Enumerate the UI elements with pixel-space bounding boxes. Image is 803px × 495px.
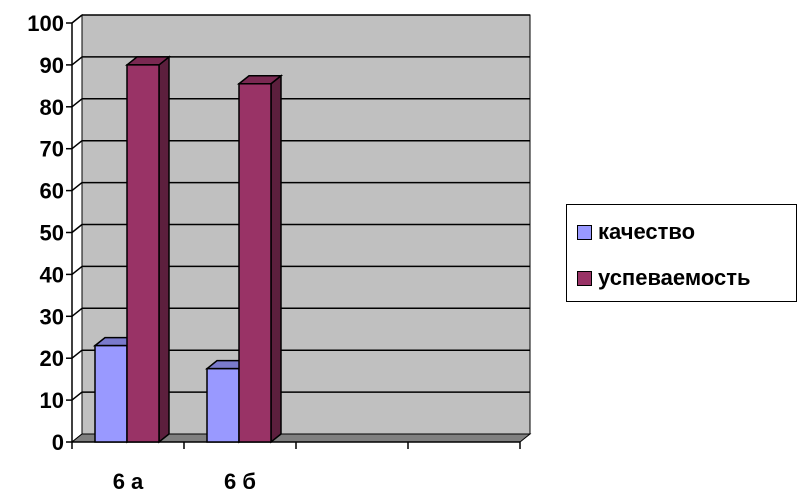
y-tick-label: 70: [40, 137, 64, 162]
bars: [92, 55, 284, 444]
y-tick-label: 60: [40, 179, 64, 204]
gridline-side: [71, 98, 83, 108]
gridline-side: [71, 307, 83, 317]
y-tick-label: 20: [40, 346, 64, 371]
gridline-side: [71, 56, 83, 66]
y-tick-label: 30: [40, 304, 64, 329]
legend-swatch-performance: [577, 270, 592, 286]
legend-label-performance: успеваемость: [598, 265, 751, 290]
bar-front: [126, 64, 160, 443]
y-tick-label: 90: [40, 53, 64, 78]
y-axis-tick-labels: 0 10 20 30 40 50 60 70 80 90 100: [27, 11, 64, 455]
y-tick-label: 40: [40, 262, 64, 287]
bar-side: [158, 55, 170, 444]
gridline-side: [71, 14, 83, 24]
bar-side: [270, 74, 282, 444]
gridline-side: [71, 349, 83, 359]
bar-front: [238, 83, 272, 443]
bar-front: [94, 344, 128, 443]
gridline-side: [71, 265, 83, 275]
y-tick-label: 100: [27, 11, 64, 36]
legend: качество успеваемость: [566, 204, 797, 302]
y-tick-label: 10: [40, 388, 64, 413]
legend-swatch-quality: [577, 224, 592, 240]
y-tick-label: 0: [52, 430, 64, 455]
x-tick-label: 6 б: [224, 469, 256, 494]
x-axis-tick-labels: 6 а 6 б: [113, 469, 256, 494]
x-tick-label: 6 а: [113, 469, 144, 494]
legend-label-quality: качество: [598, 219, 696, 244]
gridline-side: [71, 140, 83, 150]
legend-item-quality: качество: [577, 219, 695, 245]
gridline-side: [71, 223, 83, 234]
legend-item-performance: успеваемость: [577, 265, 751, 291]
gridline-side: [71, 391, 83, 401]
y-tick-label: 50: [40, 221, 64, 246]
bar: [124, 55, 172, 444]
bar-front: [206, 367, 240, 443]
bar: [236, 74, 284, 444]
y-tick-label: 80: [40, 95, 64, 120]
gridline-side: [71, 182, 83, 192]
